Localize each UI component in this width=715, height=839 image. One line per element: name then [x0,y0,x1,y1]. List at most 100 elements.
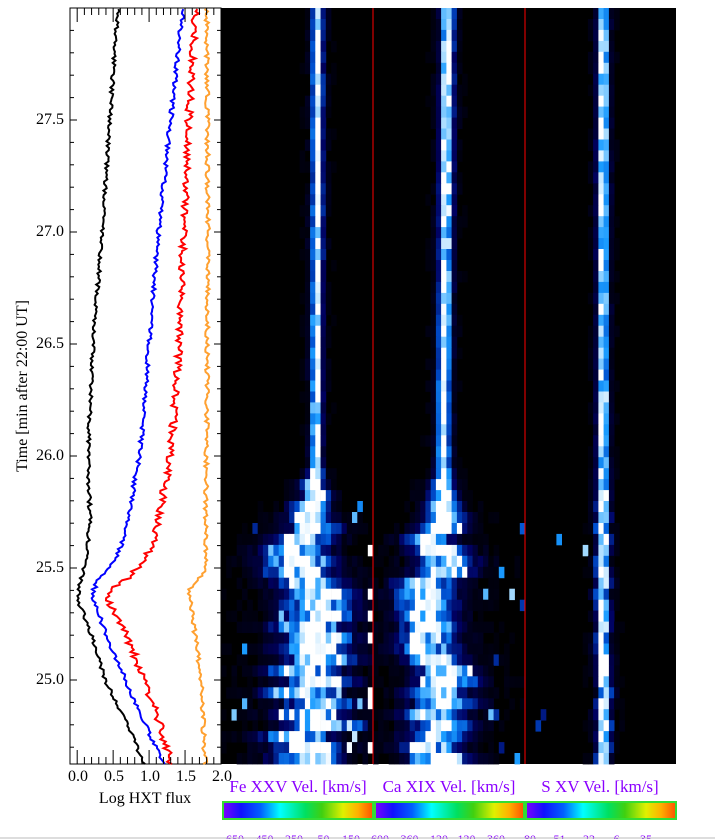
heatmap-cell [336,742,342,754]
colorbar-fe [222,801,374,820]
heatmap-cell [304,8,311,20]
heatmap-cell [435,29,442,42]
heatmap-cell [514,566,521,579]
heatmap-cell [446,51,452,64]
heatmap-cell [441,380,447,392]
heatmap-cell [394,643,400,655]
heatmap-cell [598,358,604,370]
heatmap-cell [357,566,363,579]
heatmap-cell [336,523,342,535]
heatmap-cell [268,588,274,601]
heatmap-cell [299,314,306,327]
heatmap-cell [608,8,615,20]
heatmap-cell [441,128,447,140]
heatmap-cell [252,566,258,579]
heatmap-cell [603,742,610,754]
heatmap-cell [446,8,452,20]
heatmap-cell [383,588,390,601]
heatmap-cell [304,391,311,403]
heatmap-cell [283,577,290,590]
heatmap-cell [289,479,295,491]
heatmap-cell [435,457,442,469]
heatmap-cell [608,413,615,425]
heatmap-cell [430,577,437,590]
heatmap-cell [446,599,452,612]
heatmap-cell [598,533,604,546]
heatmap-cell [352,555,358,568]
heatmap-cell [252,665,258,677]
heatmap-cell [477,720,484,732]
heatmap-cell [446,654,452,666]
heatmap-cell [446,753,452,765]
heatmap-cell [598,292,604,305]
heatmap-cell [467,698,473,710]
heatmap-cell [362,731,369,743]
heatmap-cell [451,632,458,644]
heatmap-cell [441,446,447,458]
colorbar-tick-label: 120 [458,832,476,839]
heatmap-cell [409,621,416,633]
heatmap-cell [242,643,248,655]
heatmap-cell [294,533,300,546]
heatmap-cell [598,260,604,272]
heatmap-cell [283,709,290,721]
heatmap-cell [404,720,410,732]
heatmap-cell [451,336,458,349]
heatmap-cell [603,402,610,414]
heatmap-cell [608,128,615,140]
heatmap-cell [268,533,274,546]
heatmap-cell [435,347,442,360]
heatmap-cell [315,29,321,42]
heatmap-cell [399,588,405,601]
heatmap-cell [378,742,384,754]
heatmap-cell [362,588,369,601]
heatmap-cell [310,687,316,699]
heatmap-cell [304,698,311,710]
heatmap-cell [315,731,321,743]
heatmap-cell [268,544,274,557]
heatmap-cell [283,665,290,677]
heatmap-cell [357,698,363,710]
heatmap-cell [441,555,447,568]
heatmap-cell [320,391,327,403]
heatmap-cell [420,523,426,535]
heatmap-cell [299,325,306,338]
heatmap-cell [619,720,625,732]
heatmap-cell [587,753,594,765]
heatmap-cell [325,643,332,655]
heatmap-cell [425,468,431,480]
heatmap-cell [310,358,316,370]
heatmap-cell [462,205,468,217]
heatmap-cell [273,698,279,710]
heatmap-cell [320,183,327,195]
heatmap-cell [404,610,410,622]
heatmap-cell [310,588,316,601]
heatmap-cell [414,533,421,546]
heatmap-cell [462,632,468,644]
heatmap-cell [304,687,311,699]
heatmap-cell [304,40,311,53]
heatmap-cell [603,205,610,217]
heatmap-cell [373,621,379,633]
heatmap-cell [593,523,599,535]
heatmap-cell [304,742,311,754]
heatmap-cell [315,479,321,491]
heatmap-cell [603,380,610,392]
heatmap-cell [404,599,410,612]
heatmap-cell [462,610,468,622]
heatmap-cell [289,665,295,677]
heatmap-cell [357,643,363,655]
heatmap-cell [299,698,306,710]
heatmap-cell [603,40,610,53]
heatmap-cell [608,621,615,633]
heatmap-cell [414,643,421,655]
colorbar-tick-label: -600 [367,832,389,839]
heatmap-cell [373,665,379,677]
heatmap-cell [394,610,400,622]
heatmap-cell [425,709,431,721]
heatmap-cell [346,555,353,568]
heatmap-cell [498,654,505,666]
heatmap-cell [603,347,610,360]
heatmap-cell [336,687,342,699]
heatmap-cell [593,457,599,469]
